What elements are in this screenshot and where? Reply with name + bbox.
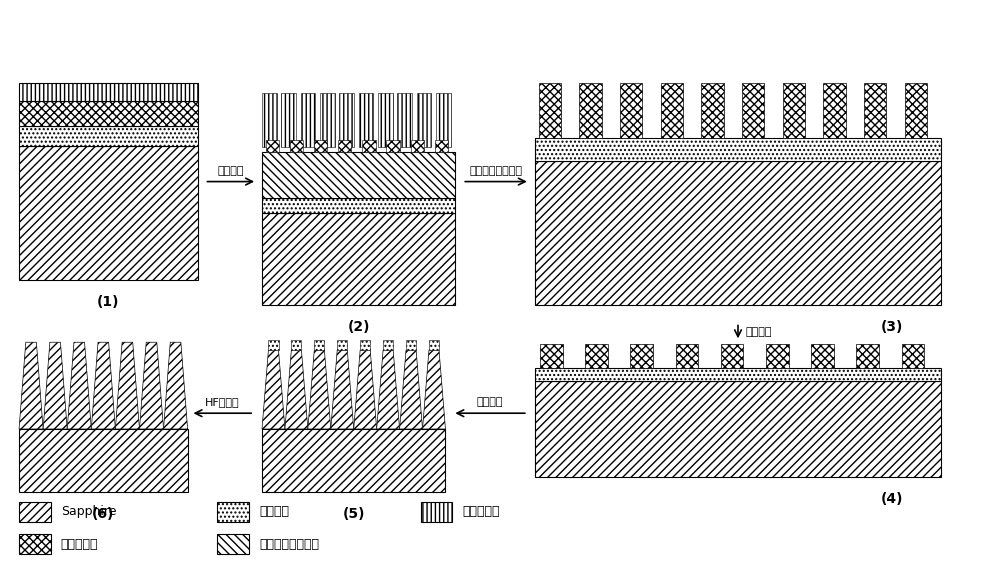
Bar <box>417 93 431 147</box>
Text: 纳米压印胶: 纳米压印胶 <box>61 538 98 551</box>
Bar <box>19 534 51 554</box>
Bar <box>676 344 698 368</box>
Bar <box>217 534 249 554</box>
Text: HF酸处理: HF酸处理 <box>205 397 240 407</box>
Bar <box>406 340 416 350</box>
Text: 二氧化硅: 二氧化硅 <box>259 505 289 519</box>
Bar <box>579 83 602 139</box>
Polygon shape <box>43 342 67 429</box>
Text: (4): (4) <box>880 492 903 506</box>
Bar <box>339 93 354 147</box>
Polygon shape <box>285 350 308 429</box>
Bar <box>905 83 927 139</box>
Bar <box>360 340 370 350</box>
Polygon shape <box>377 350 400 429</box>
Bar <box>378 93 393 147</box>
Bar <box>661 83 683 139</box>
Bar <box>864 83 886 139</box>
Bar <box>314 140 327 152</box>
Polygon shape <box>19 342 43 429</box>
Text: (6): (6) <box>92 507 115 521</box>
Text: (2): (2) <box>347 320 370 334</box>
Bar <box>535 139 941 161</box>
Bar <box>268 340 279 350</box>
Bar <box>535 382 941 477</box>
Bar <box>783 83 805 139</box>
Text: 图形转移用聚合物: 图形转移用聚合物 <box>259 538 319 551</box>
Bar <box>266 140 279 152</box>
Polygon shape <box>67 342 91 429</box>
Bar <box>721 344 743 368</box>
Bar <box>262 213 455 304</box>
Bar <box>421 502 452 521</box>
Bar <box>262 429 445 492</box>
Polygon shape <box>262 350 285 429</box>
Bar <box>281 93 296 147</box>
Bar <box>19 83 198 101</box>
Polygon shape <box>308 350 331 429</box>
Bar <box>585 344 608 368</box>
Bar <box>262 93 277 147</box>
Bar <box>386 140 400 152</box>
Bar <box>701 83 724 139</box>
Text: 干法刻蚀: 干法刻蚀 <box>746 327 772 337</box>
Bar <box>429 340 439 350</box>
Bar <box>362 140 376 152</box>
Bar <box>902 344 924 368</box>
Bar <box>320 93 335 147</box>
Bar <box>535 368 941 382</box>
Bar <box>435 140 448 152</box>
Polygon shape <box>331 350 354 429</box>
Text: 纳米压印: 纳米压印 <box>218 166 244 176</box>
Text: 纳米压模板: 纳米压模板 <box>462 505 500 519</box>
Bar <box>301 93 315 147</box>
Bar <box>811 344 834 368</box>
Bar <box>217 502 249 521</box>
Bar <box>535 161 941 304</box>
Bar <box>291 340 301 350</box>
Bar <box>397 93 412 147</box>
Bar <box>856 344 879 368</box>
Bar <box>262 152 455 198</box>
Text: (5): (5) <box>342 507 365 521</box>
Bar <box>540 344 563 368</box>
Text: 氮气等离子体处理: 氮气等离子体处理 <box>470 166 523 176</box>
Bar <box>436 93 451 147</box>
Polygon shape <box>423 350 445 429</box>
Polygon shape <box>115 342 139 429</box>
Bar <box>262 198 455 213</box>
Bar <box>359 93 373 147</box>
Bar <box>290 140 303 152</box>
Polygon shape <box>91 342 115 429</box>
Bar <box>630 344 653 368</box>
Bar <box>19 429 188 492</box>
Text: (3): (3) <box>881 320 903 334</box>
Bar <box>314 340 324 350</box>
Bar <box>337 340 347 350</box>
Bar <box>742 83 764 139</box>
Bar <box>19 101 198 126</box>
Text: (1): (1) <box>97 295 120 309</box>
Bar <box>539 83 561 139</box>
Bar <box>411 140 424 152</box>
Text: 湿法刻蚀: 湿法刻蚀 <box>477 397 503 407</box>
Text: Sapphire: Sapphire <box>61 505 116 519</box>
Bar <box>383 340 393 350</box>
Bar <box>19 502 51 521</box>
Bar <box>620 83 642 139</box>
Bar <box>766 344 789 368</box>
Bar <box>823 83 846 139</box>
Bar <box>19 146 198 280</box>
Polygon shape <box>400 350 423 429</box>
Polygon shape <box>164 342 188 429</box>
Bar <box>19 126 198 146</box>
Bar <box>338 140 351 152</box>
Polygon shape <box>139 342 164 429</box>
Polygon shape <box>354 350 377 429</box>
